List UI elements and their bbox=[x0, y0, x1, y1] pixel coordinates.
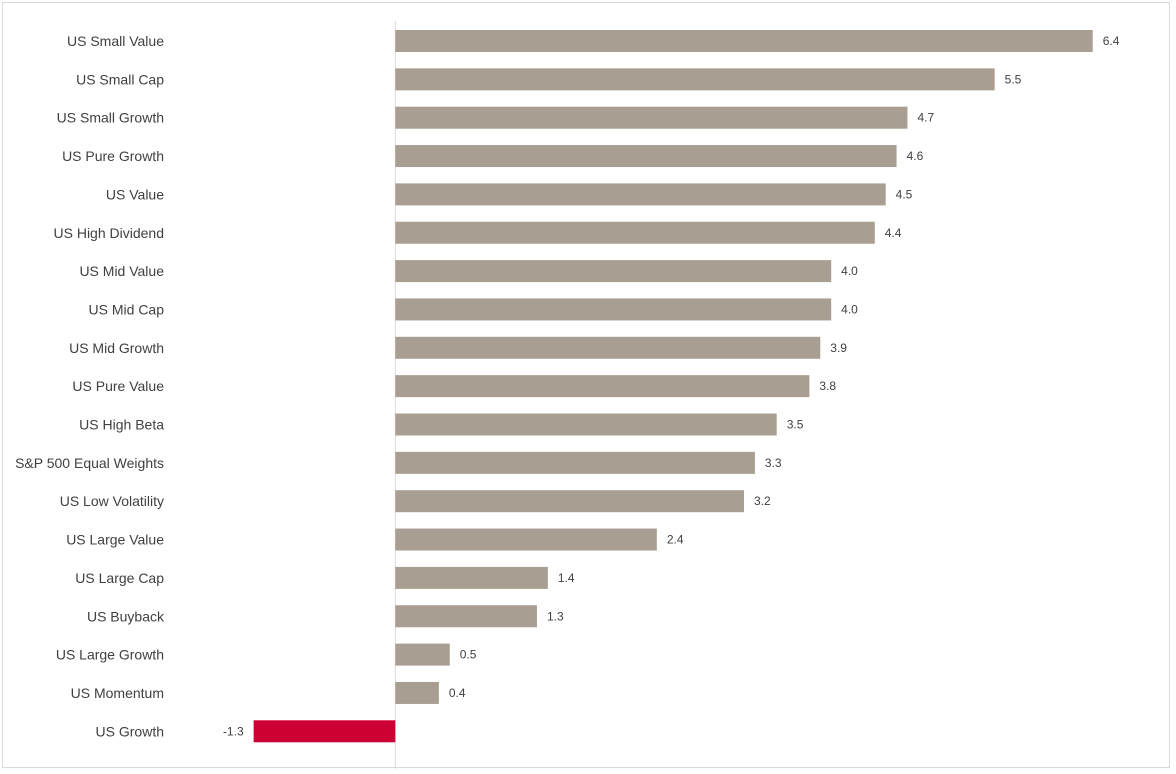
category-label-8: US Mid Growth bbox=[69, 340, 164, 356]
category-label-18: US Growth bbox=[96, 723, 164, 739]
category-label-9: US Pure Value bbox=[72, 378, 164, 394]
category-label-15: US Buyback bbox=[87, 608, 165, 624]
bar-15 bbox=[395, 605, 537, 628]
category-labels-group: US Small Value US Small Cap US Small Growt… bbox=[15, 33, 165, 739]
bar-6 bbox=[395, 260, 832, 283]
category-label-10: US High Beta bbox=[79, 417, 164, 433]
value-label-18: -1.3 bbox=[223, 724, 244, 738]
value-labels-group: 6.4 5.5 4.7 4.6 4.5 4.4 4.0 4.0 3.9 3.8 3.5 3.3 3.2 2… bbox=[223, 34, 1120, 738]
category-label-11: S&P 500 Equal Weights bbox=[15, 455, 164, 471]
category-label-2: US Small Growth bbox=[57, 110, 164, 126]
bar-18 bbox=[253, 720, 396, 743]
category-label-4: US Value bbox=[106, 186, 164, 202]
value-label-1: 5.5 bbox=[1005, 72, 1022, 86]
bar-8 bbox=[395, 336, 821, 359]
category-label-7: US Mid Cap bbox=[89, 301, 165, 317]
bar-17 bbox=[395, 681, 439, 704]
value-label-5: 4.4 bbox=[885, 226, 902, 240]
category-label-0: US Small Value bbox=[67, 33, 164, 49]
category-label-17: US Momentum bbox=[71, 685, 164, 701]
bar-5 bbox=[395, 221, 875, 244]
bar-13 bbox=[395, 528, 657, 551]
value-label-14: 1.4 bbox=[558, 571, 575, 585]
bars-group bbox=[253, 30, 1093, 743]
category-label-5: US High Dividend bbox=[54, 225, 165, 241]
value-label-9: 3.8 bbox=[819, 379, 836, 393]
bar-chart: US Small Value US Small Cap US Small Growt… bbox=[15, 21, 1120, 769]
value-label-17: 0.4 bbox=[449, 686, 466, 700]
bar-16 bbox=[395, 643, 450, 666]
bar-9 bbox=[395, 375, 810, 398]
category-label-14: US Large Cap bbox=[75, 570, 164, 586]
bar-0 bbox=[395, 30, 1093, 52]
value-label-11: 3.3 bbox=[765, 456, 782, 470]
category-label-1: US Small Cap bbox=[76, 71, 164, 87]
value-label-4: 4.5 bbox=[896, 187, 913, 201]
bar-3 bbox=[395, 145, 897, 168]
value-label-0: 6.4 bbox=[1103, 34, 1120, 48]
bar-2 bbox=[395, 106, 908, 129]
category-label-6: US Mid Value bbox=[79, 263, 164, 279]
bar-4 bbox=[395, 183, 886, 206]
category-label-16: US Large Growth bbox=[56, 647, 164, 663]
value-label-6: 4.0 bbox=[841, 264, 858, 278]
category-label-12: US Low Volatility bbox=[60, 493, 164, 509]
value-label-8: 3.9 bbox=[830, 341, 847, 355]
bar-12 bbox=[395, 490, 745, 513]
value-label-13: 2.4 bbox=[667, 533, 684, 547]
category-label-13: US Large Value bbox=[66, 532, 164, 548]
category-label-3: US Pure Growth bbox=[62, 148, 164, 164]
value-label-10: 3.5 bbox=[787, 418, 804, 432]
bar-10 bbox=[395, 413, 777, 436]
bar-11 bbox=[395, 451, 755, 474]
bar-1 bbox=[395, 68, 995, 91]
bar-7 bbox=[395, 298, 832, 321]
value-label-12: 3.2 bbox=[754, 494, 771, 508]
value-label-7: 4.0 bbox=[841, 302, 858, 316]
value-label-15: 1.3 bbox=[547, 609, 564, 623]
value-label-3: 4.6 bbox=[907, 149, 924, 163]
value-label-2: 4.7 bbox=[917, 111, 934, 125]
value-label-16: 0.5 bbox=[460, 648, 477, 662]
bar-14 bbox=[395, 566, 548, 589]
